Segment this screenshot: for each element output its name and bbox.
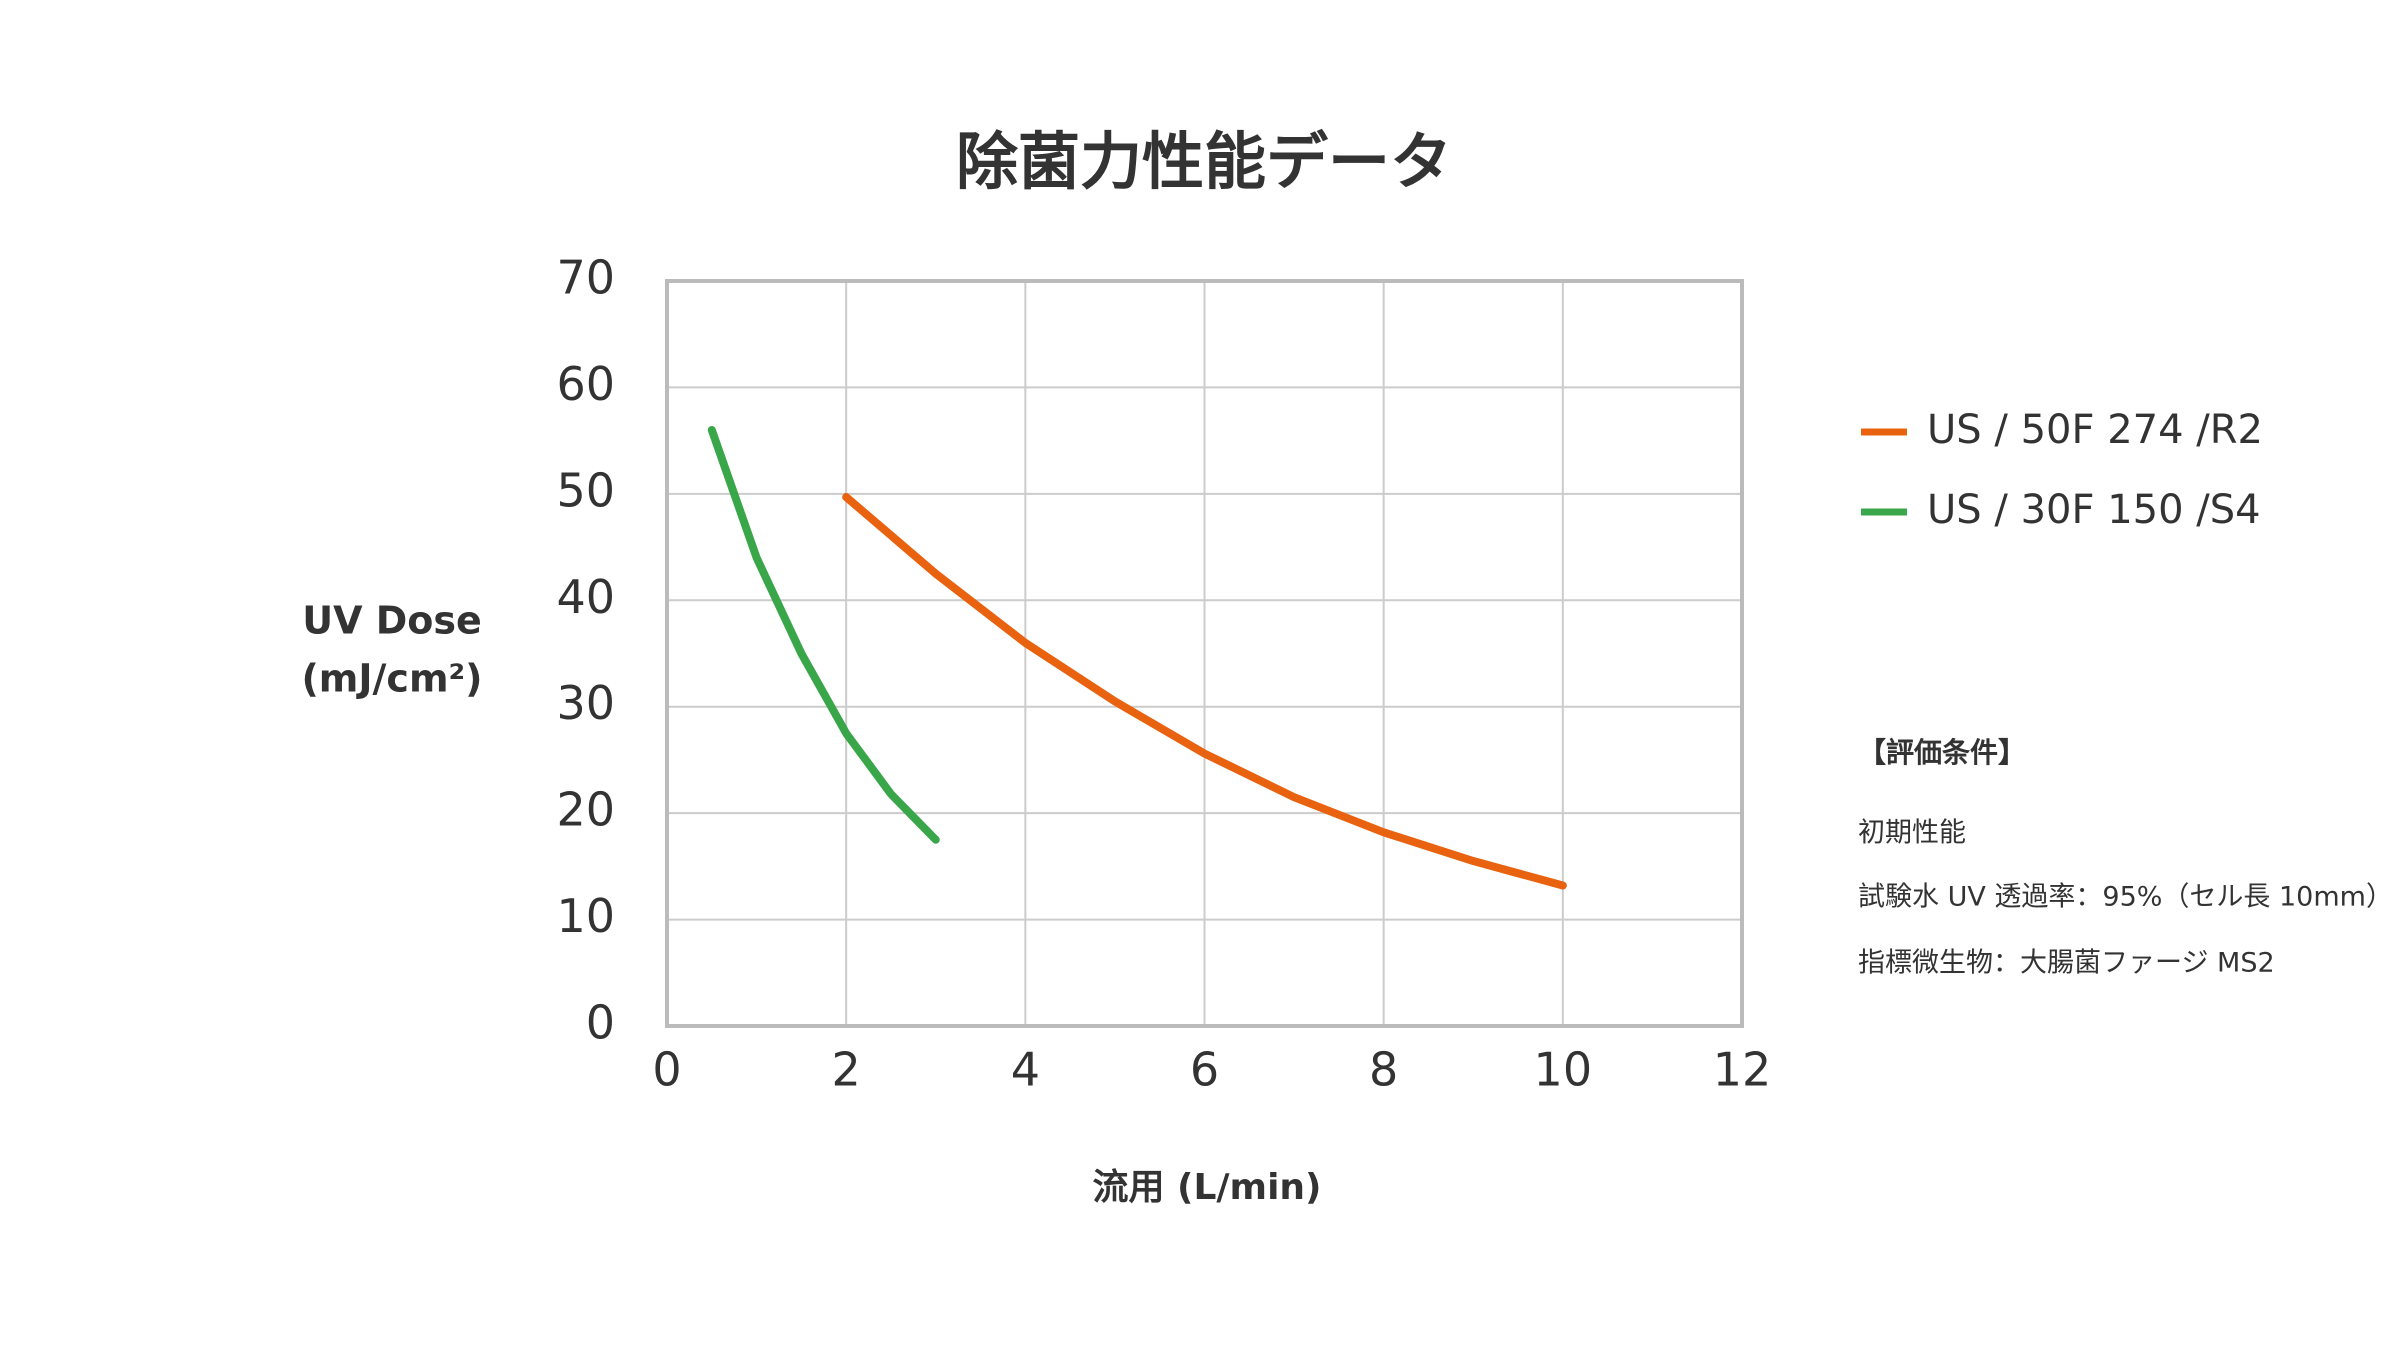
x-axis-label: 流用 (L/min) bbox=[1092, 1167, 1321, 1208]
y-tick-label: 0 bbox=[586, 996, 615, 1050]
legend-label: US / 30F 150 /S4 bbox=[1927, 487, 2261, 533]
x-tick-label: 4 bbox=[1011, 1043, 1040, 1097]
x-tick-label: 10 bbox=[1534, 1043, 1593, 1097]
y-tick-label: 30 bbox=[556, 676, 615, 730]
x-tick-label: 6 bbox=[1190, 1043, 1219, 1097]
conditions-heading: 【評価条件】 bbox=[1858, 736, 2026, 769]
condition-line: 指標微生物：大腸菌ファージ MS2 bbox=[1858, 948, 2275, 979]
y-tick-label: 70 bbox=[556, 251, 615, 305]
condition-line: 初期性能 bbox=[1858, 818, 1966, 849]
legend-label: US / 50F 274 /R2 bbox=[1927, 407, 2263, 453]
chart-title: 除菌力性能データ bbox=[956, 125, 1452, 198]
y-tick-label: 40 bbox=[556, 570, 615, 624]
condition-line: 試験水 UV 透過率：95%（セル長 10mm） bbox=[1858, 882, 2393, 913]
x-tick-label: 12 bbox=[1713, 1043, 1772, 1097]
x-tick-label: 8 bbox=[1369, 1043, 1398, 1097]
y-tick-label: 20 bbox=[556, 783, 615, 837]
y-axis-label: (mJ/cm²) bbox=[301, 657, 482, 701]
y-tick-label: 10 bbox=[556, 889, 615, 943]
series-line bbox=[707, 426, 940, 844]
x-tick-label: 0 bbox=[652, 1043, 681, 1097]
plot-frame bbox=[665, 279, 1744, 1028]
y-tick-label: 50 bbox=[556, 463, 615, 517]
y-axis-label: UV Dose bbox=[302, 599, 482, 643]
x-tick-label: 2 bbox=[832, 1043, 861, 1097]
series-line bbox=[842, 493, 1567, 890]
y-tick-label: 60 bbox=[556, 357, 615, 411]
